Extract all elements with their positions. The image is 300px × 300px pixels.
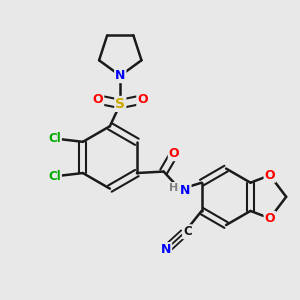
Text: O: O — [265, 169, 275, 182]
Text: O: O — [137, 93, 148, 106]
Text: O: O — [169, 147, 179, 160]
Text: N: N — [115, 69, 125, 82]
Text: N: N — [161, 243, 171, 256]
Text: Cl: Cl — [48, 169, 61, 182]
Text: N: N — [180, 184, 190, 197]
Text: H: H — [169, 183, 179, 193]
Text: O: O — [265, 212, 275, 225]
Text: C: C — [183, 225, 192, 238]
Text: S: S — [115, 97, 125, 111]
Text: O: O — [93, 93, 103, 106]
Text: Cl: Cl — [48, 132, 61, 146]
